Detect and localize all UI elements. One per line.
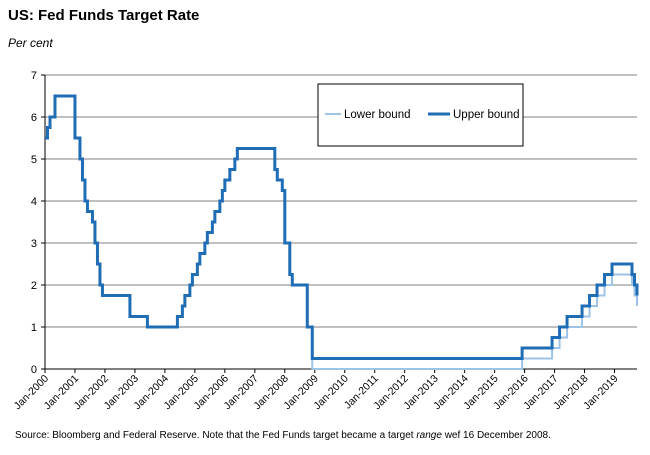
series-line-upper-bound (45, 94, 639, 360)
y-tick-label-2: 2 (31, 280, 37, 292)
source-note-prefix: Source: Bloomberg and Federal Reserve. N… (15, 430, 417, 441)
series-lines (45, 94, 639, 370)
source-note-suffix: wef 16 December 2008. (441, 430, 551, 441)
y-tick-label-1: 1 (31, 322, 37, 334)
fed-funds-chart: 0 1 2 3 4 5 6 7 Jan-2000Jan-2001Jan-2002Jan-200… (12, 70, 639, 413)
y-tick-label-6: 6 (31, 112, 37, 124)
x-tick-labels: Jan-2000Jan-2001Jan-2002Jan-2003Jan-2004… (12, 373, 621, 413)
legend-label-upper-bound: Upper bound (453, 109, 520, 121)
source-note-italic: range (416, 430, 442, 441)
y-tick-label-7: 7 (31, 70, 37, 82)
y-tick-label-5: 5 (31, 154, 37, 166)
y-axis-unit-label: Per cent (8, 36, 53, 50)
legend-box (317, 83, 524, 147)
y-tick-label-0: 0 (31, 364, 37, 376)
y-tick-label-4: 4 (31, 196, 37, 208)
y-tick-label-3: 3 (31, 238, 37, 250)
legend-label-lower-bound: Lower bound (344, 109, 411, 121)
chart-title: US: Fed Funds Target Rate (8, 7, 200, 24)
y-tick-labels: 0 1 2 3 4 5 6 7 (31, 70, 37, 376)
source-note: Source: Bloomberg and Federal Reserve. N… (15, 430, 551, 441)
legend: Lower bound Upper bound (317, 83, 524, 147)
